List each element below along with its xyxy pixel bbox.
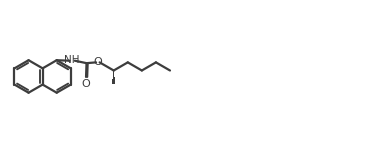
Text: O: O: [94, 57, 102, 67]
Text: NH: NH: [64, 55, 80, 65]
Text: O: O: [82, 79, 90, 89]
